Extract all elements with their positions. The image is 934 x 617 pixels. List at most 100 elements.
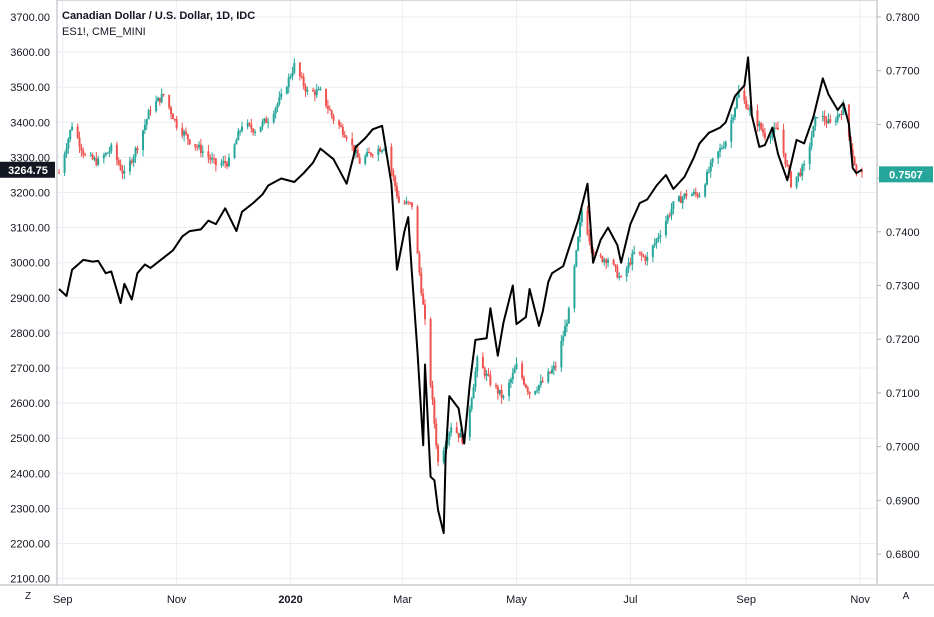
candle-body — [128, 160, 131, 172]
candle-body — [607, 259, 610, 263]
candle-body — [317, 89, 320, 91]
candle-body — [424, 304, 427, 320]
candle-body — [838, 114, 841, 116]
candle-body — [214, 158, 217, 166]
candle-body — [97, 158, 100, 165]
candle-body — [547, 371, 550, 383]
candle-body — [183, 131, 186, 136]
auto-scale-button[interactable]: A — [902, 591, 910, 602]
candle-body — [769, 136, 772, 139]
candle-body — [599, 255, 602, 257]
candle-body — [201, 151, 204, 153]
candle-body — [760, 123, 763, 130]
candle-body — [422, 293, 425, 305]
candle-body — [481, 356, 484, 369]
candle-body — [748, 108, 751, 110]
candle-body — [730, 119, 733, 142]
candle-body — [797, 172, 800, 177]
candle-body — [735, 97, 738, 109]
candle-body — [198, 144, 201, 148]
grid-lines — [57, 0, 877, 585]
candle-body — [722, 147, 725, 149]
candle-body — [405, 201, 408, 204]
candle-body — [433, 399, 436, 424]
candle-body — [717, 151, 720, 159]
candle-body — [567, 308, 570, 324]
candle-body — [659, 235, 662, 238]
candle-body — [707, 171, 710, 173]
left-axis-tick-label: 3300.00 — [10, 152, 50, 164]
candle-body — [855, 165, 858, 172]
right-axis-tick-label: 0.7300 — [886, 281, 920, 293]
candle-body — [679, 196, 682, 203]
candle-body — [633, 251, 636, 254]
candle-body — [233, 144, 236, 158]
candle-body — [565, 323, 568, 326]
right-axis-tick-label: 0.6900 — [886, 495, 920, 507]
candle-body — [816, 117, 819, 119]
candle-body — [306, 90, 309, 92]
candle-body — [528, 391, 531, 395]
candle-body — [691, 194, 694, 197]
right-axis-tick-label: 0.7600 — [886, 119, 920, 131]
candle-body — [356, 150, 359, 158]
candle-body — [836, 114, 839, 121]
candle-body — [620, 276, 623, 278]
candle-body — [239, 130, 242, 132]
overlay-series-title[interactable]: ES1!, CME_MINI — [62, 26, 146, 38]
candle-body — [89, 154, 92, 156]
candle-body — [719, 148, 722, 152]
candle-body — [685, 193, 688, 197]
zoom-toggle-button[interactable]: Z — [24, 591, 32, 602]
right-axis-tick-label: 0.7700 — [886, 66, 920, 78]
candle-body — [353, 145, 356, 154]
candle-body — [220, 163, 223, 166]
candle-body — [123, 171, 126, 174]
candle-body — [756, 110, 759, 127]
candle-body — [476, 356, 479, 372]
candle-body — [326, 105, 329, 109]
candle-body — [827, 119, 830, 124]
candle-body — [110, 144, 113, 152]
candle-body — [450, 427, 453, 433]
candle-body — [155, 101, 158, 112]
candle-body — [459, 433, 462, 438]
candle-body — [371, 154, 374, 156]
candle-body — [782, 129, 785, 154]
candle-body — [552, 365, 555, 370]
candle-body — [121, 170, 124, 174]
candle-body — [522, 377, 525, 385]
candle-body — [496, 386, 499, 394]
candle-body — [526, 387, 529, 392]
candle-body — [104, 153, 107, 156]
candle-body — [325, 88, 328, 106]
candle-body — [743, 90, 746, 101]
candle-body — [554, 365, 557, 368]
candle-body — [814, 117, 817, 126]
candle-body — [536, 390, 539, 392]
left-axis-tick-label: 3200.00 — [10, 188, 50, 200]
main-series-title[interactable]: Canadian Dollar / U.S. Dollar, 1D, IDC — [62, 10, 256, 22]
candle-body — [720, 147, 723, 149]
candle-body — [579, 221, 582, 237]
candle-body — [564, 325, 567, 337]
candle-body — [474, 371, 477, 388]
left-axis-tick-label: 3100.00 — [10, 223, 50, 235]
candle-body — [711, 158, 714, 163]
candle-body — [222, 160, 225, 164]
candle-body — [304, 85, 307, 92]
candle-body — [63, 154, 66, 173]
candle-body — [758, 123, 761, 127]
candle-body — [618, 276, 621, 278]
candle-body — [489, 375, 492, 385]
left-axis-tick-label: 3400.00 — [10, 117, 50, 129]
candle-body — [181, 127, 184, 136]
left-axis-tick-label: 2800.00 — [10, 328, 50, 340]
candle-body — [341, 126, 344, 135]
candle-body — [737, 90, 740, 98]
candle-body — [457, 432, 460, 438]
left-axis-tick-label: 3500.00 — [10, 82, 50, 94]
candle-body — [287, 77, 290, 88]
